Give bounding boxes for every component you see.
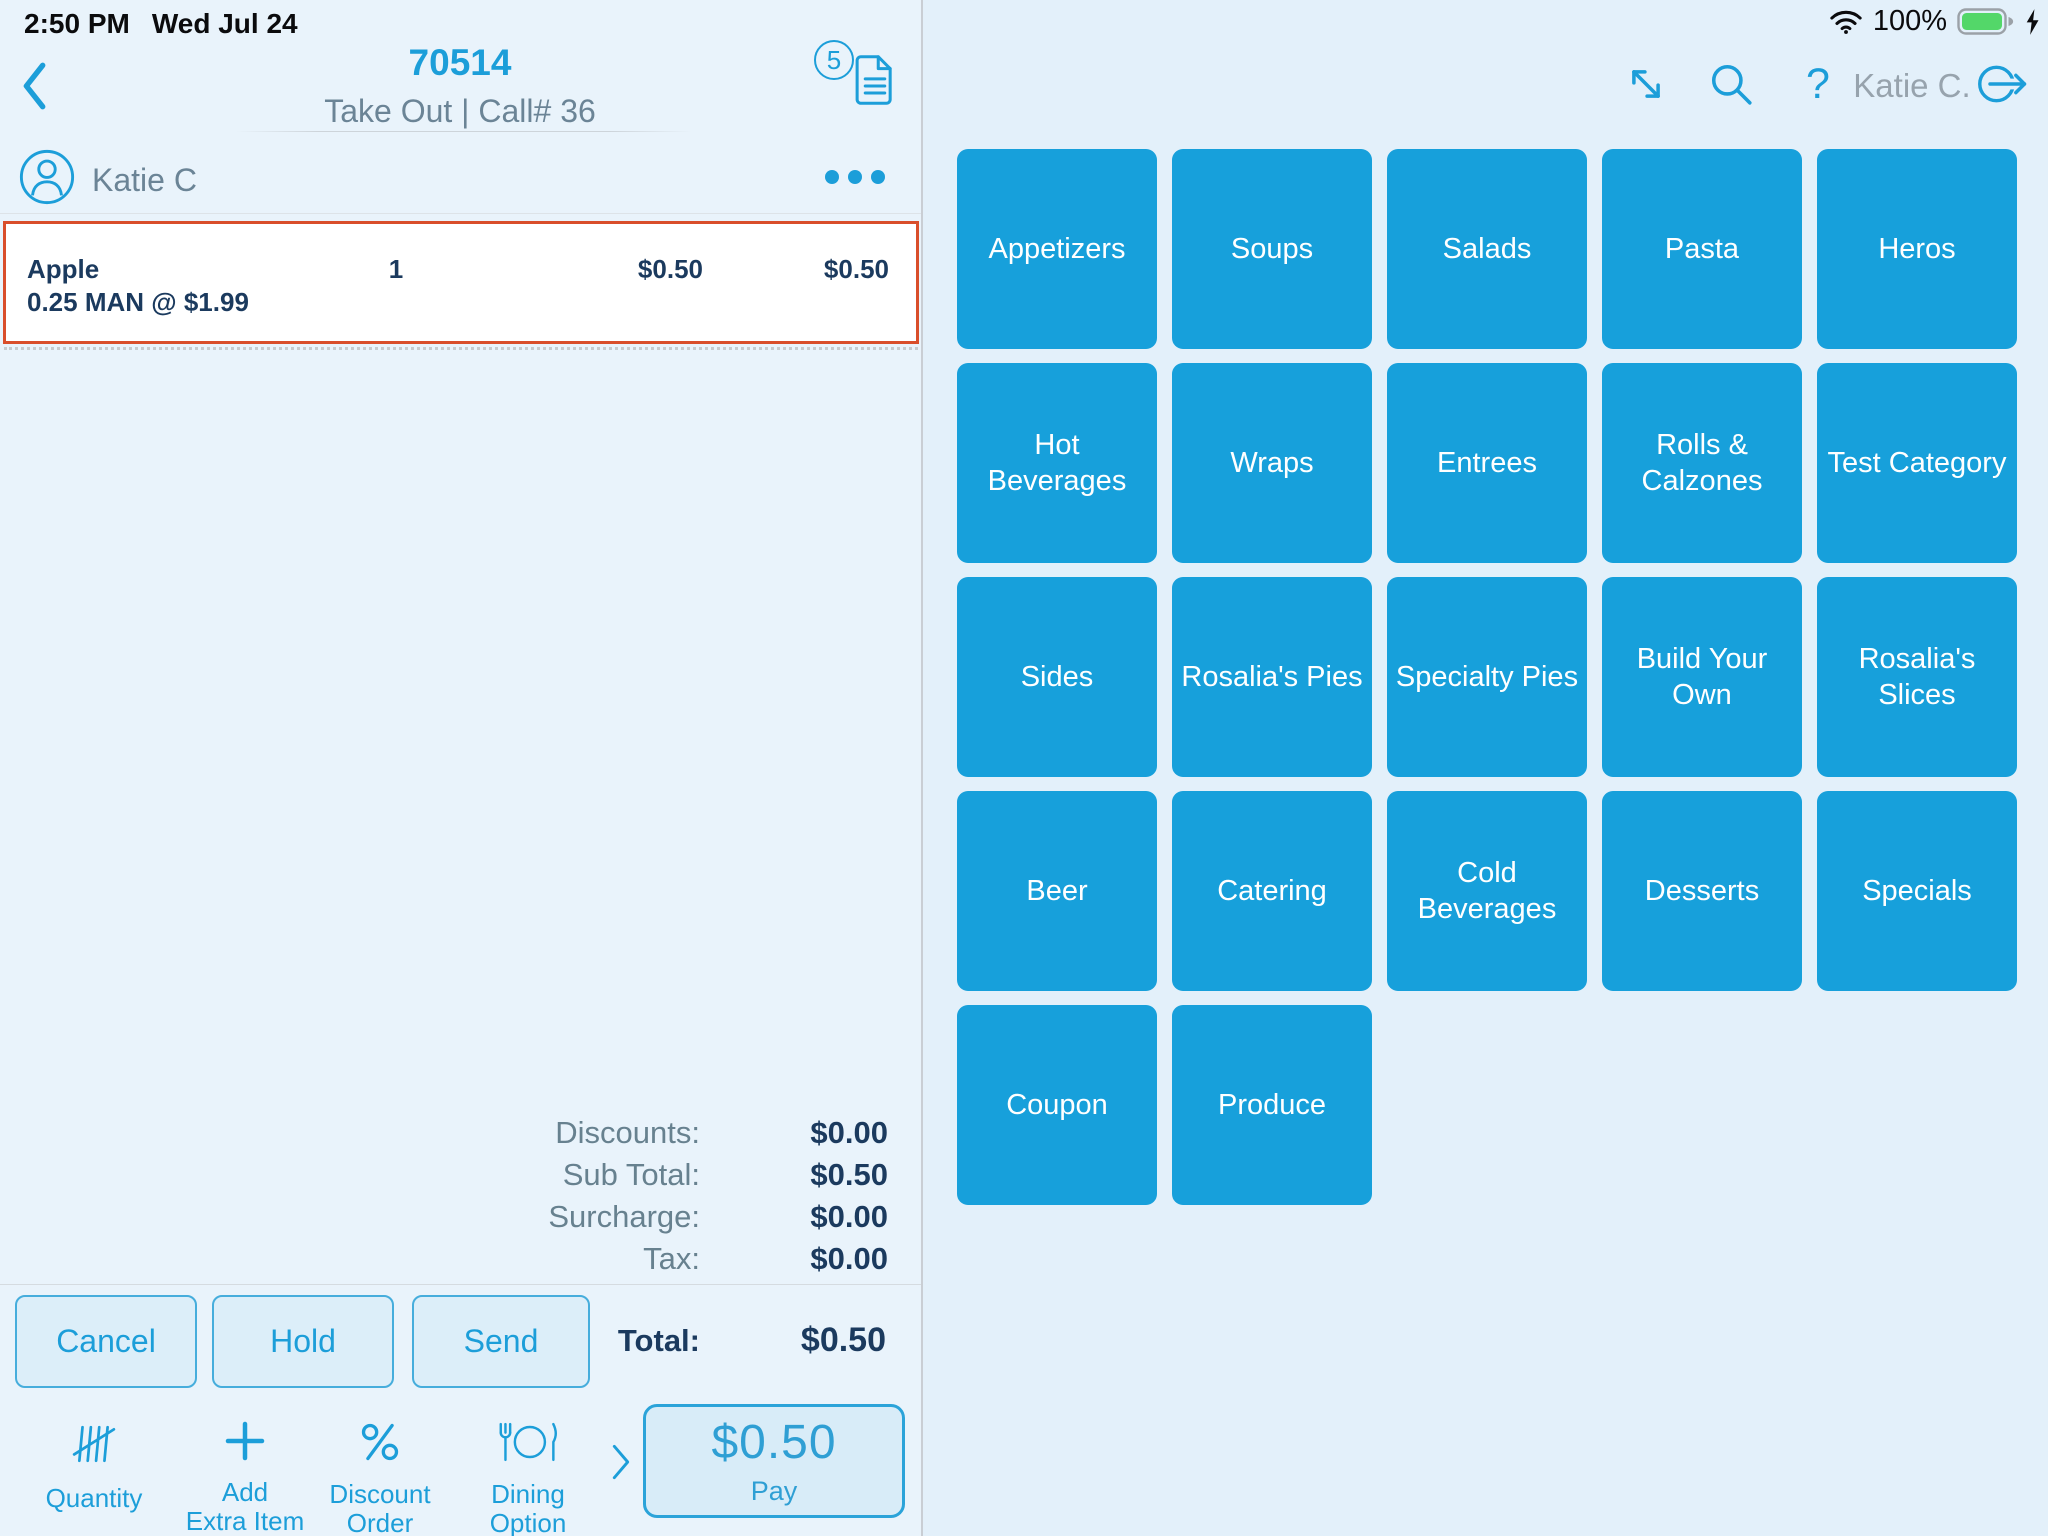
category-tile[interactable]: Rosalia's Slices — [1817, 577, 2017, 777]
order-type: Take Out | Call# 36 — [324, 93, 596, 129]
category-tile[interactable]: Catering — [1172, 791, 1372, 991]
dining-icon — [497, 1420, 559, 1464]
totals-value: $0.00 — [810, 1199, 888, 1234]
tool-label: Discount Order — [329, 1479, 431, 1536]
pay-label: Pay — [750, 1476, 798, 1506]
totals-row: Discounts: $0.00 — [0, 1112, 921, 1154]
category-tile[interactable]: Wraps — [1172, 363, 1372, 563]
totals-divider — [0, 1284, 921, 1285]
notes-count-badge: 5 — [814, 40, 854, 80]
item-qty: 1 — [388, 254, 404, 284]
category-tile[interactable]: Appetizers — [957, 149, 1157, 349]
item-amount: $0.50 — [823, 254, 889, 284]
category-tile[interactable]: Cold Beverages — [1387, 791, 1587, 991]
customer-row[interactable]: Katie C — [0, 144, 921, 214]
document-icon — [852, 54, 898, 106]
category-tile[interactable]: Salads — [1387, 149, 1587, 349]
status-bar-left: 2:50 PM Wed Jul 24 — [24, 8, 298, 40]
hold-button[interactable]: Hold — [212, 1295, 394, 1388]
category-tile[interactable]: Coupon — [957, 1005, 1157, 1205]
totals-row: Tax: $0.00 — [0, 1238, 921, 1280]
item-name: Apple — [27, 254, 100, 284]
header-divider — [236, 131, 692, 132]
tool-label: Quantity — [45, 1483, 143, 1513]
category-tile[interactable]: Beer — [957, 791, 1157, 991]
percent-icon — [358, 1420, 402, 1464]
totals-value: $0.00 — [810, 1241, 888, 1276]
category-tile[interactable]: Build Your Own — [1602, 577, 1802, 777]
send-button[interactable]: Send — [412, 1295, 590, 1388]
more-actions-chevron-icon[interactable] — [610, 1442, 636, 1482]
back-button[interactable] — [14, 58, 54, 114]
totals-label: Surcharge: — [548, 1199, 700, 1234]
receipt-notes-button[interactable]: 5 — [812, 40, 904, 114]
plus-icon — [224, 1420, 266, 1462]
totals-block: Discounts: $0.00 Sub Total: $0.50 Surcha… — [0, 1112, 921, 1280]
totals-value: $0.00 — [810, 1115, 888, 1150]
category-tile[interactable]: Produce — [1172, 1005, 1372, 1205]
totals-label: Discounts: — [555, 1115, 700, 1150]
logout-icon[interactable] — [1976, 60, 2032, 108]
logged-in-user[interactable]: Katie C. — [1853, 67, 1971, 104]
discount-order-button[interactable]: Discount Order — [300, 1420, 460, 1536]
order-number: 70514 — [408, 42, 512, 83]
status-bar-right: 100% — [1829, 5, 2040, 38]
order-item-row[interactable]: Apple 0.25 MAN @ $1.99 1 $0.50 $0.50 — [3, 221, 919, 344]
category-tile[interactable]: Specials — [1817, 791, 2017, 991]
category-tile[interactable]: Test Category — [1817, 363, 2017, 563]
cancel-button[interactable]: Cancel — [15, 1295, 197, 1388]
totals-label: Tax: — [643, 1241, 700, 1276]
back-chevron-icon — [19, 61, 49, 111]
tool-label: Add Extra Item — [185, 1477, 305, 1536]
clock: 2:50 PM — [24, 8, 130, 39]
item-separator — [4, 347, 918, 350]
pay-amount: $0.50 — [711, 1416, 837, 1469]
avatar-icon — [18, 148, 76, 206]
panel-divider — [921, 0, 923, 1536]
item-modifier: 0.25 MAN @ $1.99 — [27, 287, 249, 317]
category-tile[interactable]: Rosalia's Pies — [1172, 577, 1372, 777]
category-grid: Appetizers Soups Salads Pasta Heros Hot … — [957, 149, 2032, 1205]
totals-value: $0.50 — [810, 1157, 888, 1192]
order-panel: 2:50 PM Wed Jul 24 70514 Take Out | Call… — [0, 0, 921, 1536]
tool-label: Dining Option — [489, 1479, 567, 1536]
grand-total-label: Total: — [617, 1323, 700, 1358]
more-options-icon[interactable] — [825, 170, 885, 184]
category-tile[interactable]: Sides — [957, 577, 1157, 777]
tally-icon — [71, 1420, 117, 1468]
charging-bolt-icon — [2025, 8, 2040, 35]
category-tile[interactable]: Heros — [1817, 149, 2017, 349]
category-tile[interactable]: Soups — [1172, 149, 1372, 349]
dining-option-button[interactable]: Dining Option — [448, 1420, 608, 1536]
add-extra-item-button[interactable]: Add Extra Item — [165, 1420, 325, 1536]
quantity-button[interactable]: Quantity — [14, 1420, 174, 1536]
order-header: 70514 Take Out | Call# 36 — [160, 42, 760, 130]
customer-name: Katie C — [92, 162, 197, 198]
category-tile[interactable]: Desserts — [1602, 791, 1802, 991]
category-tile[interactable]: Rolls & Calzones — [1602, 363, 1802, 563]
battery-percent: 100% — [1872, 5, 1947, 37]
wifi-icon — [1829, 9, 1863, 35]
category-tile[interactable]: Pasta — [1602, 149, 1802, 349]
expand-icon[interactable] — [1622, 60, 1670, 108]
category-tile[interactable]: Entrees — [1387, 363, 1587, 563]
help-icon[interactable]: ? — [1798, 60, 1838, 108]
totals-row: Surcharge: $0.00 — [0, 1196, 921, 1238]
category-tile[interactable]: Specialty Pies — [1387, 577, 1587, 777]
item-price: $0.50 — [637, 254, 703, 284]
date: Wed Jul 24 — [151, 8, 298, 39]
totals-label: Sub Total: — [562, 1157, 700, 1192]
battery-icon — [1957, 8, 2015, 35]
pay-button[interactable]: $0.50 Pay — [643, 1404, 905, 1518]
grand-total-value: $0.50 — [800, 1321, 886, 1359]
category-tile[interactable]: Hot Beverages — [957, 363, 1157, 563]
search-icon[interactable] — [1706, 60, 1756, 108]
totals-row: Sub Total: $0.50 — [0, 1154, 921, 1196]
